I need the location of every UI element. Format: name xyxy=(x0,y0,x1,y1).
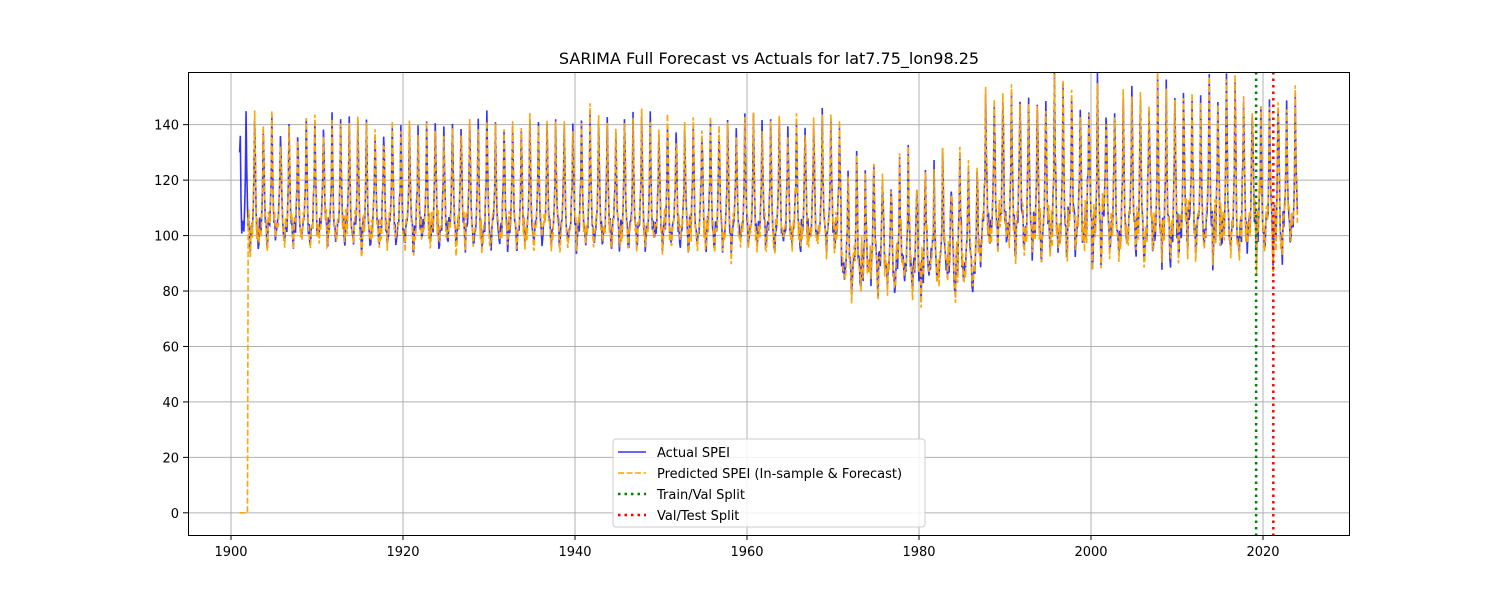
tick-layer: 1900 1920 1940 1960 1980 2000 2020 0 20 40 60 80 100… xyxy=(154,119,1279,560)
x-tick-label: 1900 xyxy=(214,545,247,560)
y-tick-label: 80 xyxy=(162,285,179,300)
legend-label: Predicted SPEI (In-sample & Forecast) xyxy=(657,467,902,482)
x-tick-label: 1920 xyxy=(386,545,419,560)
x-tick-label: 1980 xyxy=(902,545,935,560)
y-tick-label: 20 xyxy=(162,451,179,466)
x-tick-label: 2000 xyxy=(1074,545,1107,560)
y-tick-label: 100 xyxy=(154,230,179,245)
y-tick-label: 0 xyxy=(171,507,179,522)
grid-layer xyxy=(188,72,1349,535)
x-tick-label: 1940 xyxy=(558,545,591,560)
y-tick-label: 120 xyxy=(154,174,179,189)
legend: Actual SPEI Predicted SPEI (In-sample & F… xyxy=(612,438,926,528)
plot-layer xyxy=(238,72,1299,514)
y-tick-label: 40 xyxy=(162,396,179,411)
legend-label: Val/Test Split xyxy=(657,509,739,524)
legend-label: Actual SPEI xyxy=(657,446,730,461)
vline-layer xyxy=(1254,72,1275,535)
x-tick-label: 2020 xyxy=(1246,545,1279,560)
legend-box xyxy=(612,438,926,528)
chart-title: SARIMA Full Forecast vs Actuals for lat7… xyxy=(559,49,979,69)
series-predicted-spei-line xyxy=(239,72,1299,514)
x-tick-label: 1960 xyxy=(730,545,763,560)
y-tick-label: 60 xyxy=(162,340,179,355)
plot-frame xyxy=(188,72,1350,536)
y-tick-label: 140 xyxy=(154,119,179,134)
legend-label: Train/Val Split xyxy=(656,488,745,503)
